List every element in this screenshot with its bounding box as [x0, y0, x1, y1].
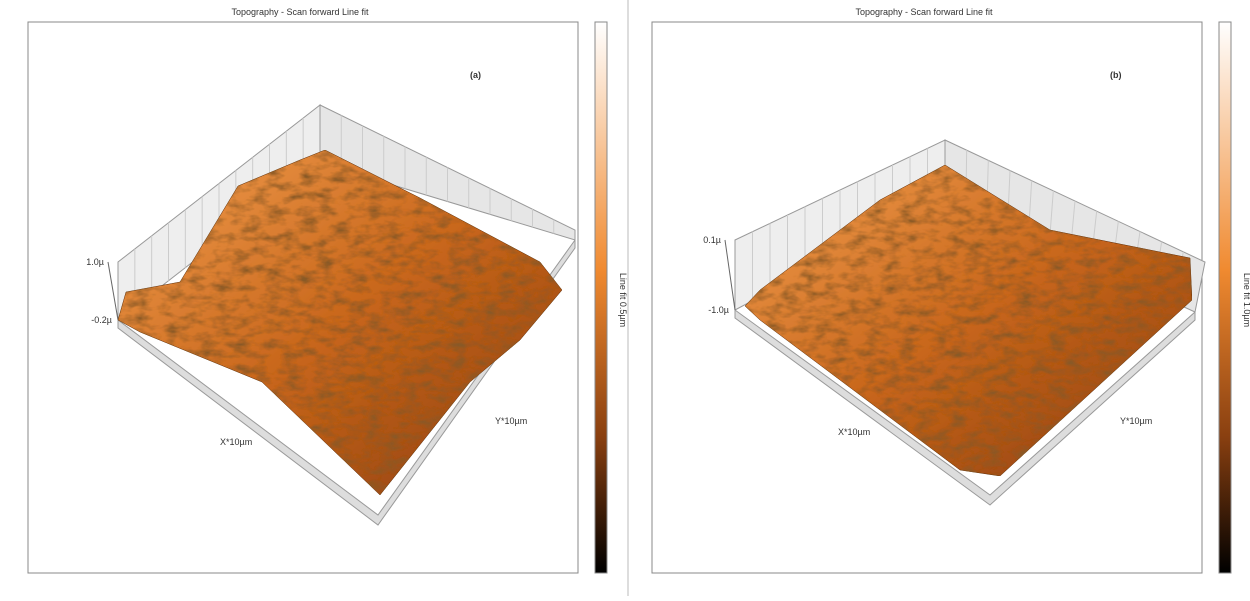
colorbar [1218, 21, 1232, 574]
panel-title: Topography - Scan forward Line fit [231, 7, 369, 17]
panel-title: Topography - Scan forward Line fit [855, 7, 993, 17]
panel-label: (b) [1110, 70, 1122, 80]
z-top-label: 1.0µ [86, 257, 104, 267]
z-bottom-label: -1.0µ [708, 305, 729, 315]
surface [744, 164, 1193, 477]
y-axis-label: Y*10µm [1120, 416, 1152, 426]
z-axis [724, 239, 736, 311]
surface [117, 149, 563, 496]
colorbar [594, 21, 608, 574]
colorbar-label: Line fit 1.0µm [1242, 273, 1250, 327]
floor-edge [117, 238, 576, 526]
panel-label: (a) [470, 70, 481, 80]
y-axis-label: Y*10µm [495, 416, 527, 426]
z-axis [107, 261, 119, 321]
colorbar-label: Line fit 0.5µm [618, 273, 628, 327]
x-axis-label: X*10µm [838, 427, 870, 437]
z-bottom-label: -0.2µ [91, 315, 112, 325]
z-top-label: 0.1µ [703, 235, 721, 245]
x-axis-label: X*10µm [220, 437, 252, 447]
floor-edge [734, 309, 1196, 506]
